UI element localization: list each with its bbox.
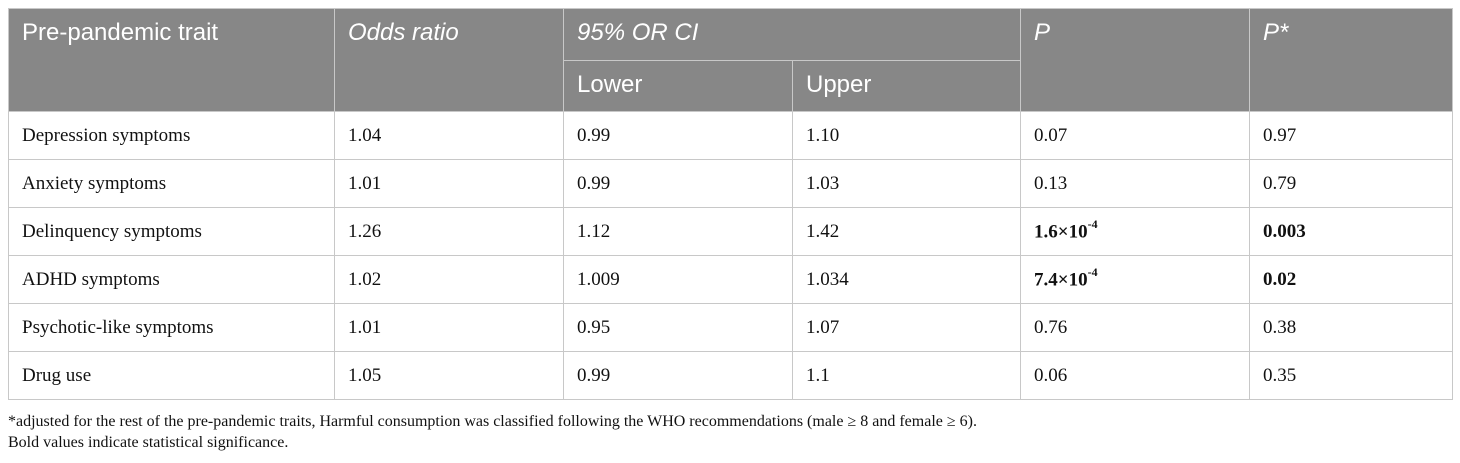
- footnote-bold: Bold values indicate statistical signifi…: [8, 434, 289, 451]
- cell-p: 0.76: [1020, 303, 1250, 352]
- cell-p: 0.06: [1020, 351, 1250, 400]
- cell-trait: ADHD symptoms: [8, 255, 335, 304]
- header-p: P: [1020, 8, 1250, 112]
- cell-p-adjusted: 0.003: [1249, 207, 1453, 256]
- cell-odds-ratio: 1.01: [334, 303, 564, 352]
- table-row: Psychotic-like symptoms 1.01 0.95 1.07 0…: [8, 303, 1453, 352]
- cell-p: 0.13: [1020, 159, 1250, 208]
- cell-odds-ratio: 1.05: [334, 351, 564, 400]
- cell-p: 0.07: [1020, 111, 1250, 160]
- header-ci: 95% OR CI: [563, 8, 1021, 61]
- cell-p-adjusted: 0.35: [1249, 351, 1453, 400]
- cell-upper: 1.1: [792, 351, 1021, 400]
- cell-odds-ratio: 1.01: [334, 159, 564, 208]
- header-upper: Upper: [792, 60, 1021, 112]
- cell-p-adjusted: 0.79: [1249, 159, 1453, 208]
- cell-odds-ratio: 1.26: [334, 207, 564, 256]
- cell-upper: 1.10: [792, 111, 1021, 160]
- cell-upper: 1.03: [792, 159, 1021, 208]
- p-base: 7.4×10: [1034, 269, 1088, 291]
- header-odds-ratio: Odds ratio: [334, 8, 564, 112]
- cell-lower: 1.009: [563, 255, 793, 304]
- cell-upper: 1.034: [792, 255, 1021, 304]
- p-exponent: -4: [1087, 265, 1098, 280]
- cell-odds-ratio: 1.02: [334, 255, 564, 304]
- table-row: Delinquency symptoms 1.26 1.12 1.42 1.6×…: [8, 207, 1453, 256]
- cell-lower: 0.99: [563, 111, 793, 160]
- cell-p: 7.4×10-4: [1020, 255, 1250, 304]
- header-lower: Lower: [563, 60, 793, 112]
- header-p-adjusted: P*: [1249, 8, 1453, 112]
- results-table: Pre-pandemic trait Odds ratio 95% OR CI …: [8, 8, 1453, 400]
- cell-lower: 1.12: [563, 207, 793, 256]
- cell-trait: Delinquency symptoms: [8, 207, 335, 256]
- cell-p-adjusted: 0.02: [1249, 255, 1453, 304]
- footnote-adjusted: *adjusted for the rest of the pre-pandem…: [8, 413, 977, 430]
- cell-trait: Depression symptoms: [8, 111, 335, 160]
- header-trait: Pre-pandemic trait: [8, 8, 335, 112]
- cell-lower: 0.99: [563, 351, 793, 400]
- results-table-container: Pre-pandemic trait Odds ratio 95% OR CI …: [8, 8, 1453, 400]
- cell-upper: 1.07: [792, 303, 1021, 352]
- table-row: Anxiety symptoms 1.01 0.99 1.03 0.13 0.7…: [8, 159, 1453, 208]
- cell-p-adjusted: 0.97: [1249, 111, 1453, 160]
- cell-odds-ratio: 1.04: [334, 111, 564, 160]
- table-row: ADHD symptoms 1.02 1.009 1.034 7.4×10-4 …: [8, 255, 1453, 304]
- table-row: Drug use 1.05 0.99 1.1 0.06 0.35: [8, 351, 1453, 400]
- p-exponent: -4: [1087, 217, 1098, 232]
- cell-p: 1.6×10-4: [1020, 207, 1250, 256]
- table-footnotes: *adjusted for the rest of the pre-pandem…: [8, 411, 977, 453]
- cell-p-adjusted: 0.38: [1249, 303, 1453, 352]
- cell-trait: Psychotic-like symptoms: [8, 303, 335, 352]
- cell-trait: Drug use: [8, 351, 335, 400]
- cell-lower: 0.95: [563, 303, 793, 352]
- p-base: 1.6×10: [1034, 221, 1088, 243]
- cell-upper: 1.42: [792, 207, 1021, 256]
- cell-trait: Anxiety symptoms: [8, 159, 335, 208]
- table-row: Depression symptoms 1.04 0.99 1.10 0.07 …: [8, 111, 1453, 160]
- cell-lower: 0.99: [563, 159, 793, 208]
